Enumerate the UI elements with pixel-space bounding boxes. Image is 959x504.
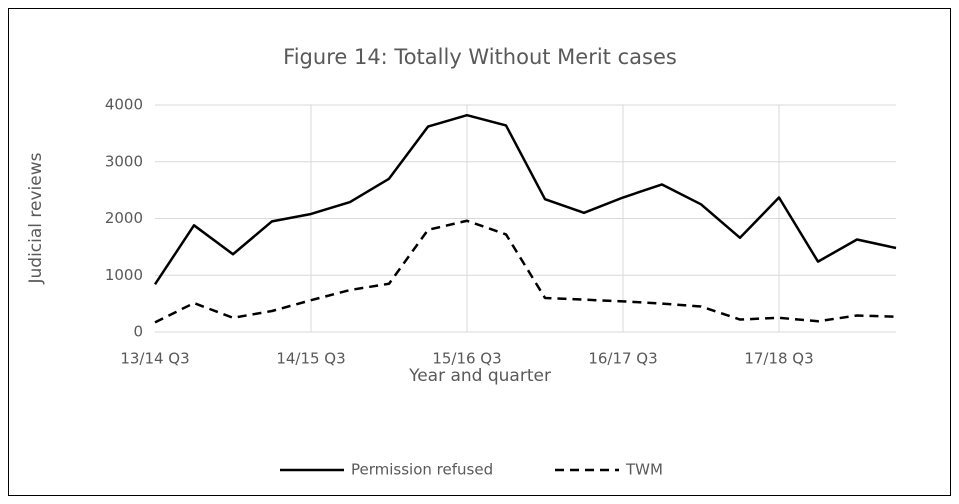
x-tick-label: 14/15 Q3 [276,350,345,368]
y-tick-label: 1000 [105,266,143,284]
legend-label: TWM [625,461,663,479]
y-tick-label: 2000 [105,209,143,227]
y-axis-label: Judicial reviews [26,152,46,284]
legend-label: Permission refused [351,461,493,479]
x-axis-label: Year and quarter [408,366,551,386]
x-tick-label: 15/16 Q3 [432,350,501,368]
y-tick-label: 0 [133,323,143,341]
chart-border [8,8,951,496]
series-line [154,219,897,324]
y-tick-label: 4000 [105,96,143,114]
x-tick-label: 13/14 Q3 [120,350,189,368]
x-tick-label: 16/17 Q3 [588,350,657,368]
x-tick-label: 17/18 Q3 [744,350,813,368]
chart-title: Figure 14: Totally Without Merit cases [283,45,677,69]
y-tick-label: 3000 [105,152,143,170]
series-line [153,113,897,286]
